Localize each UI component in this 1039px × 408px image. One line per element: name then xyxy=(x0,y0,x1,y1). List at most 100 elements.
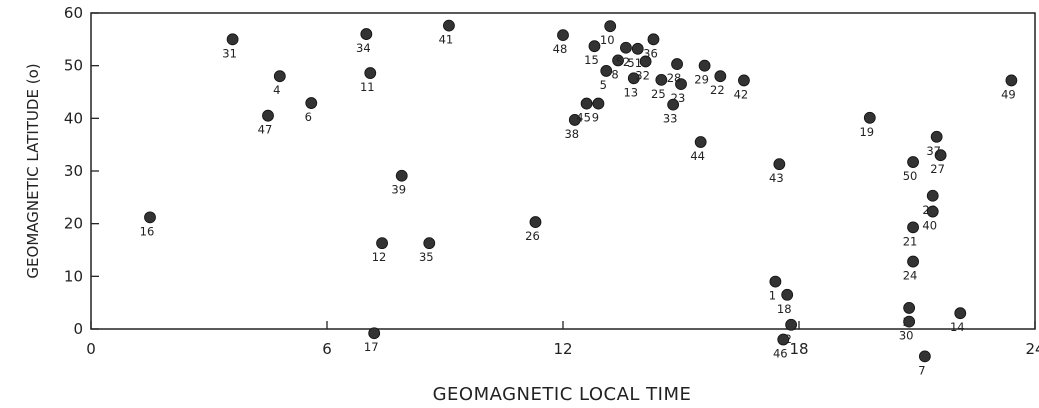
data-point xyxy=(627,72,640,85)
data-point xyxy=(903,302,916,314)
data-point xyxy=(863,111,876,124)
x-tick-label: 12 xyxy=(553,340,572,358)
x-axis: 0 6 12 18 24 xyxy=(86,321,1039,358)
data-point xyxy=(907,156,919,168)
data-point xyxy=(443,19,455,32)
data-point-label: 15 xyxy=(584,53,599,67)
data-point-label: 44 xyxy=(690,149,705,163)
data-point xyxy=(364,67,377,79)
data-point-label: 1 xyxy=(769,289,776,303)
data-point xyxy=(926,205,939,218)
data-point-label: 29 xyxy=(694,73,709,87)
data-point xyxy=(604,20,617,33)
y-axis: 0 10 20 30 40 50 60 xyxy=(64,4,99,338)
data-point-label: 26 xyxy=(525,229,540,243)
data-point-label: 17 xyxy=(364,340,379,354)
data-point-label: 35 xyxy=(419,250,434,264)
data-points: 1234567891011121314151617181920212223242… xyxy=(140,19,1018,377)
y-tick-label: 40 xyxy=(64,109,83,127)
data-point-label: 36 xyxy=(643,46,658,60)
data-point xyxy=(262,109,274,122)
data-point xyxy=(667,98,680,111)
data-point xyxy=(675,78,687,90)
data-point xyxy=(903,315,916,328)
data-point-label: 18 xyxy=(777,302,792,316)
x-tick-label: 24 xyxy=(1025,340,1039,358)
data-point-label: 48 xyxy=(553,42,568,56)
data-point-label: 31 xyxy=(222,46,237,60)
data-point xyxy=(1005,74,1018,87)
data-point xyxy=(529,216,542,228)
plot-frame xyxy=(90,12,1036,330)
data-point xyxy=(580,97,593,110)
data-point-label: 13 xyxy=(623,85,638,99)
data-point xyxy=(773,158,786,171)
data-point-label: 11 xyxy=(360,80,375,94)
data-point-label: 10 xyxy=(600,33,615,47)
data-point-label: 27 xyxy=(930,162,945,176)
data-point xyxy=(395,169,408,182)
data-point xyxy=(557,29,569,42)
data-point xyxy=(769,275,782,288)
data-point xyxy=(785,318,798,331)
x-tick-label: 6 xyxy=(322,340,332,358)
data-point-label: 41 xyxy=(439,33,454,47)
data-point-label: 16 xyxy=(140,224,155,238)
data-point-label: 5 xyxy=(600,78,607,92)
data-point xyxy=(588,40,601,53)
data-point xyxy=(907,221,919,234)
data-point-label: 42 xyxy=(734,87,749,101)
data-point-label: 52 xyxy=(616,55,631,69)
data-point xyxy=(647,33,660,46)
data-point-label: 47 xyxy=(258,123,273,137)
data-point xyxy=(144,211,156,224)
data-point-label: 12 xyxy=(372,250,387,264)
data-point-label: 24 xyxy=(903,269,918,283)
data-point xyxy=(376,237,388,250)
data-point xyxy=(360,28,373,40)
data-point-label: 21 xyxy=(903,234,918,248)
data-point xyxy=(600,65,613,77)
data-point-label: 33 xyxy=(663,112,678,126)
data-point-label: 9 xyxy=(592,111,599,125)
data-point xyxy=(698,59,711,72)
data-point-label: 39 xyxy=(391,183,406,197)
x-tick-label: 0 xyxy=(86,340,96,358)
data-point xyxy=(907,255,919,268)
y-tick-label: 0 xyxy=(73,320,83,338)
data-point xyxy=(694,136,707,148)
data-point xyxy=(738,74,750,87)
data-point-label: 43 xyxy=(769,171,784,185)
data-point xyxy=(930,130,943,143)
data-point-label: 32 xyxy=(635,68,650,82)
data-point xyxy=(620,41,632,54)
y-tick-label: 10 xyxy=(64,267,83,285)
data-point xyxy=(934,149,947,162)
data-point xyxy=(612,54,624,67)
data-point-label: 22 xyxy=(710,83,725,97)
data-point-label: 19 xyxy=(859,125,874,139)
data-point xyxy=(226,33,239,46)
y-tick-label: 60 xyxy=(64,4,83,22)
data-point-label: 30 xyxy=(899,329,914,343)
data-point-label: 8 xyxy=(611,67,618,81)
data-point xyxy=(926,189,939,202)
data-point-label: 38 xyxy=(564,127,579,141)
data-point-label: 50 xyxy=(903,169,918,183)
data-point-label: 7 xyxy=(918,363,925,377)
data-point xyxy=(954,307,967,320)
data-point xyxy=(631,42,644,55)
data-point-label: 49 xyxy=(1001,87,1016,101)
y-tick-label: 20 xyxy=(64,215,83,233)
y-tick-label: 50 xyxy=(64,57,83,75)
data-point-label: 40 xyxy=(922,219,937,233)
data-point-label: 37 xyxy=(926,144,941,158)
data-point xyxy=(273,70,286,83)
data-point-label: 45 xyxy=(576,111,591,125)
x-axis-label: GEOMAGNETIC LOCAL TIME xyxy=(433,384,692,405)
data-point-label: 28 xyxy=(667,71,682,85)
data-point-label: 4 xyxy=(273,83,280,97)
data-point-label: 6 xyxy=(305,110,312,124)
data-point-label: 14 xyxy=(950,320,965,334)
